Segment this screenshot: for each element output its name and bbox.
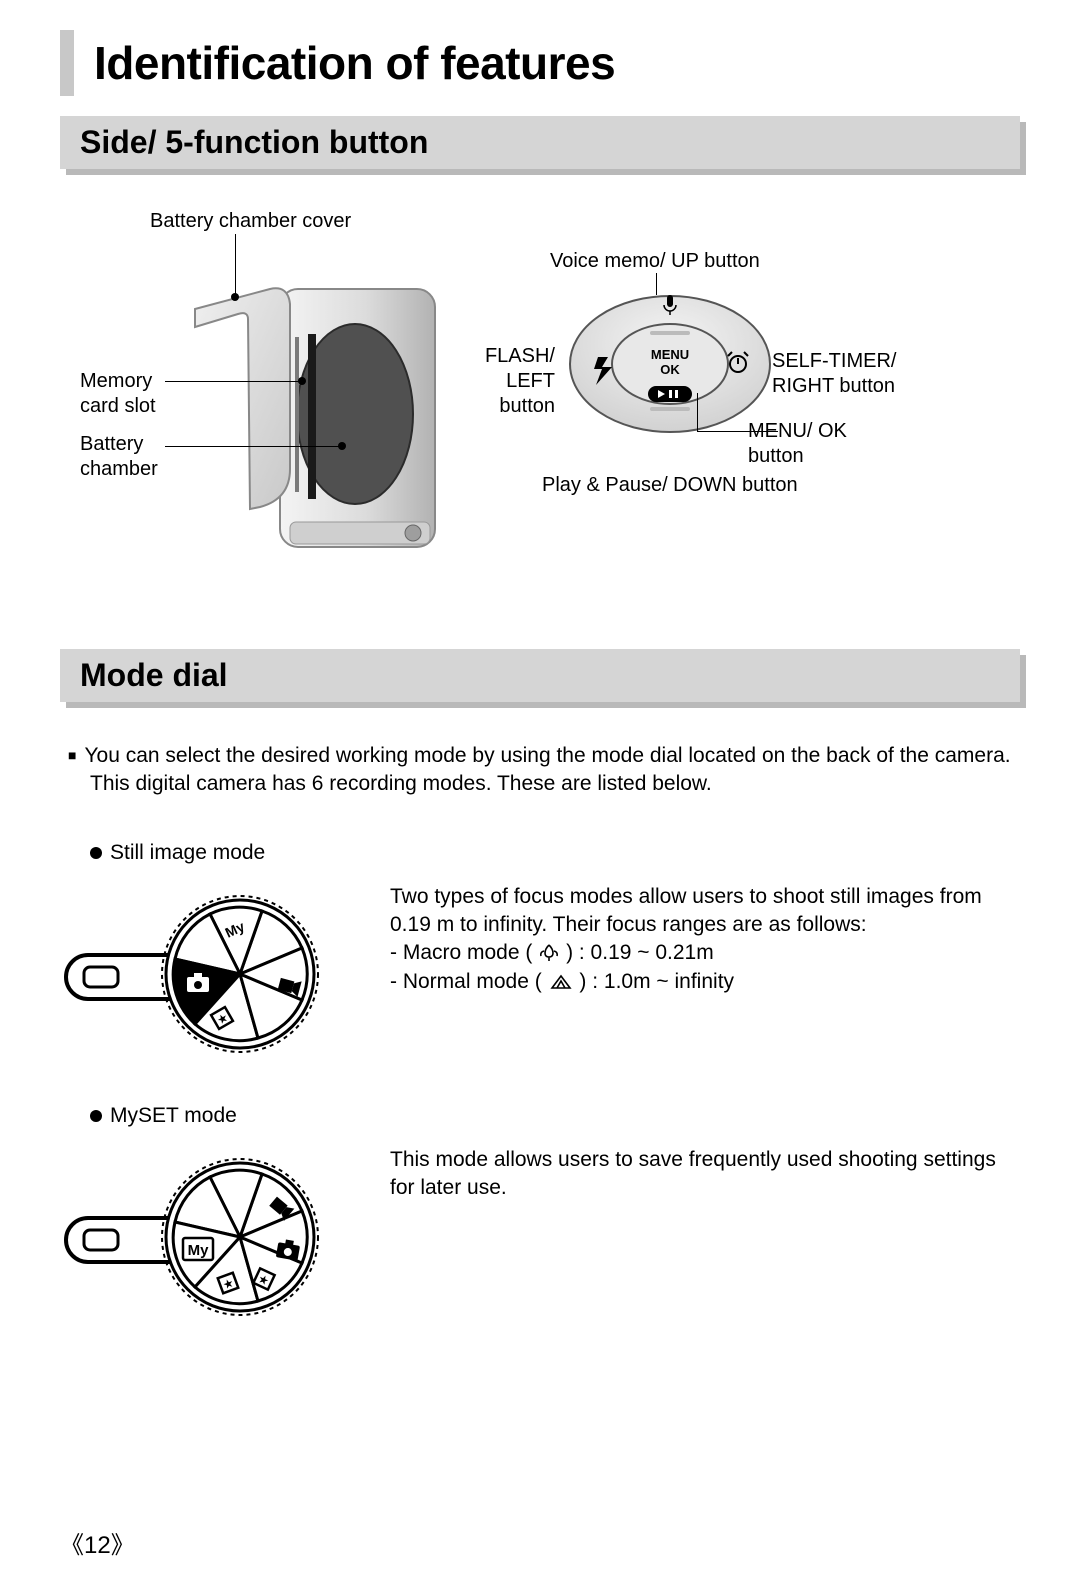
still-image-heading: Still image mode (90, 841, 1020, 865)
dial-my-label: My (188, 1242, 209, 1259)
myset-description: This mode allows users to save frequentl… (390, 1142, 1020, 1327)
pad-menu-text: MENU (651, 347, 689, 362)
label-voice-up: Voice memo/ UP button (550, 249, 760, 274)
mode-dial-myset: My ★ ★ (60, 1142, 350, 1322)
label-play-pause: Play & Pause/ DOWN button (542, 473, 798, 498)
camera-side-illustration (190, 259, 440, 559)
page-title-block: Identification of features (60, 30, 1020, 96)
mode-dial-still-image: My ★ (60, 879, 350, 1059)
still-image-description: Two types of focus modes allow users to … (390, 879, 1020, 1064)
page-number: 《12》 (60, 1525, 135, 1560)
label-self-timer: SELF-TIMER/ RIGHT button (772, 349, 896, 399)
page-title: Identification of features (94, 36, 1020, 90)
normal-mode-icon (548, 972, 574, 990)
mode-dial-intro: ■You can select the desired working mode… (90, 742, 1020, 799)
section-heading-side: Side/ 5-function button (60, 116, 1020, 169)
label-battery-cover: Battery chamber cover (150, 209, 351, 234)
label-flash-left: FLASH/ LEFT button (475, 344, 555, 419)
square-bullet-icon: ■ (68, 747, 76, 763)
dot-bullet-icon (90, 847, 102, 859)
pad-ok-text: OK (660, 362, 680, 377)
side-diagram-area: Battery chamber cover Memory card slot B… (60, 209, 1020, 609)
section-heading-mode-dial: Mode dial (60, 649, 1020, 702)
label-memory-slot: Memory card slot (80, 369, 156, 419)
macro-icon (538, 943, 560, 961)
dot-bullet-icon (90, 1110, 102, 1122)
myset-heading: MySET mode (90, 1104, 1020, 1128)
five-function-pad: MENU OK (560, 289, 780, 439)
label-battery-chamber: Battery chamber (80, 432, 158, 482)
